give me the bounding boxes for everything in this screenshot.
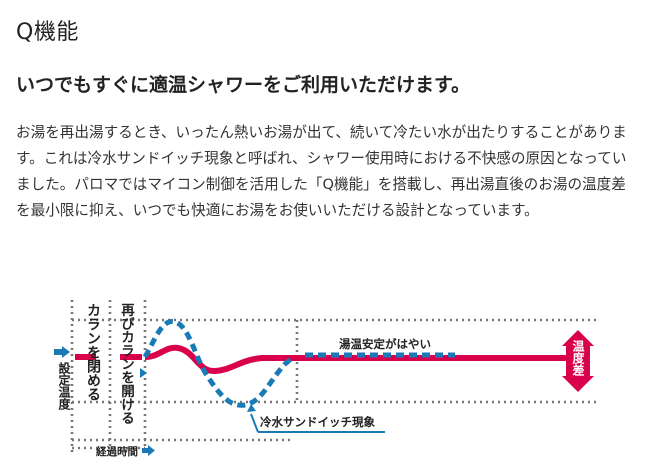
x-axis-label: 経過時間 xyxy=(96,445,138,458)
temperature-diagram: 設定温度 カランを閉める 再びカランを開ける 湯温安定がはやい 冷水サンドイッチ… xyxy=(54,300,600,458)
body-text: お湯を再出湯するとき、いったん熱いお湯が出て、続いて冷たい水が出たりすることがあ… xyxy=(16,124,627,219)
set-temperature-arrow xyxy=(54,346,70,358)
temperature-difference-arrow xyxy=(562,330,594,392)
section-title: Q機能 xyxy=(16,20,79,45)
sandwich-label: 冷水サンドイッチ現象 xyxy=(260,415,375,429)
phase2-label: 再びカランを開ける xyxy=(118,303,135,425)
y-axis-label: 設定温度 xyxy=(57,361,71,411)
phase1-label: カランを閉める xyxy=(85,303,101,401)
stable-label: 湯温安定がはやい xyxy=(339,337,431,351)
blue-line-arrow xyxy=(140,368,147,378)
headline: いつでもすぐに適温シャワーをご利用いただけます。 xyxy=(16,74,471,96)
elapsed-time-arrow xyxy=(142,445,155,456)
sandwich-pointer xyxy=(247,404,385,433)
conventional-line xyxy=(142,319,455,408)
diagram-grid xyxy=(70,300,600,455)
difference-label: 温度差 xyxy=(571,340,585,376)
